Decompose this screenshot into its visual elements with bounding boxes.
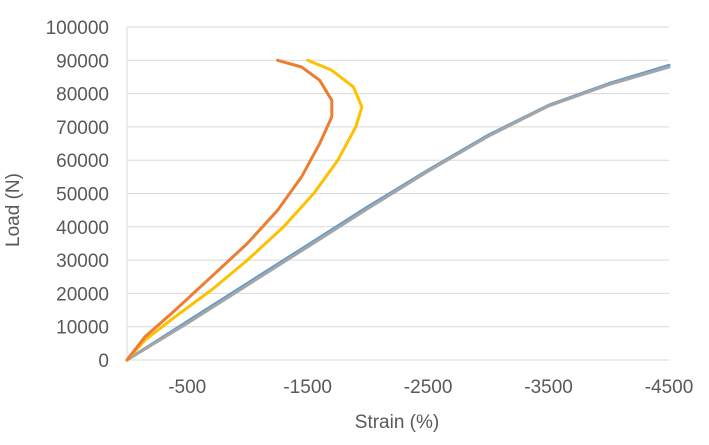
x-tick-label: -500 bbox=[168, 377, 206, 398]
series-line-4 bbox=[125, 58, 334, 362]
series-line-2 bbox=[125, 65, 671, 362]
y-tick-label: 100000 bbox=[46, 18, 109, 39]
y-tick-label: 10000 bbox=[56, 318, 109, 339]
x-tick-label: -3500 bbox=[524, 377, 573, 398]
y-tick-label: 90000 bbox=[56, 51, 109, 72]
axes bbox=[126, 27, 669, 361]
y-axis-title: Load (N) bbox=[3, 173, 24, 247]
y-tick-label: 40000 bbox=[56, 218, 109, 239]
y-tick-label: 0 bbox=[98, 351, 109, 372]
x-axis-title: Strain (%) bbox=[355, 412, 439, 433]
x-tick-label: -2500 bbox=[404, 377, 453, 398]
series-lines bbox=[125, 58, 671, 362]
series-line-3 bbox=[125, 58, 364, 362]
y-tick-label: 60000 bbox=[56, 151, 109, 172]
x-tick-label: -1500 bbox=[283, 377, 332, 398]
y-tick-label: 70000 bbox=[56, 118, 109, 139]
gridlines bbox=[127, 26, 669, 328]
y-tick-label: 50000 bbox=[56, 185, 109, 206]
x-tick-labels: -500 -1500 -2500 -3500 -4500 bbox=[168, 377, 693, 398]
series-line-1 bbox=[125, 63, 671, 362]
x-tick-label: -4500 bbox=[645, 377, 694, 398]
y-tick-label: 80000 bbox=[56, 85, 109, 106]
y-tick-label: 30000 bbox=[56, 251, 109, 272]
y-tick-labels: 0 10000 20000 30000 40000 50000 60000 70000 8000… bbox=[46, 18, 109, 372]
y-tick-label: 20000 bbox=[56, 284, 109, 305]
